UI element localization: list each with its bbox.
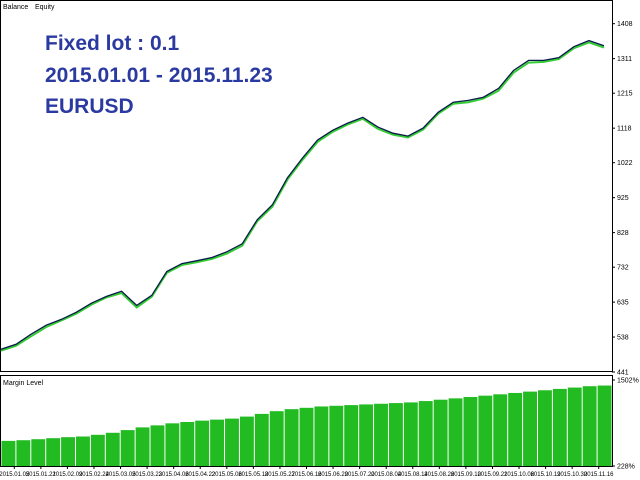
bar — [16, 440, 31, 466]
x-tick-label: 2015.05.27 — [265, 472, 296, 478]
x-tick-label: 2015.04.06 — [159, 472, 190, 478]
bar — [359, 404, 374, 466]
x-tick-label: 2015.08.14 — [398, 472, 429, 478]
bar — [314, 406, 329, 466]
bar — [254, 413, 269, 466]
bar — [135, 427, 150, 466]
x-tick-label: 2015.06.29 — [318, 472, 349, 478]
series-line — [0, 39, 605, 350]
y-tick-label: 538 — [617, 335, 629, 342]
y-tick-label: 732 — [617, 265, 629, 272]
bar — [76, 436, 90, 466]
bar — [61, 437, 76, 466]
x-tick-label: 2015.07.20 — [345, 472, 376, 478]
bar — [1, 440, 16, 466]
bar — [567, 387, 582, 466]
bar — [210, 419, 225, 466]
x-tick-label: 2015.06.16 — [291, 472, 322, 478]
annotation: EURUSD — [45, 95, 134, 118]
annotation: Fixed lot : 0.1 — [45, 32, 180, 55]
legend-equity: Equity — [35, 4, 55, 11]
bar — [374, 403, 388, 466]
bar — [31, 439, 46, 466]
x-tick-label: 2015.10.06 — [504, 472, 535, 478]
bar — [239, 416, 254, 466]
series-line — [0, 41, 605, 352]
bar — [46, 438, 61, 466]
bar — [433, 399, 448, 466]
y-tick-label: 1311 — [617, 56, 632, 63]
bar — [225, 418, 239, 466]
bar — [329, 405, 344, 466]
bar — [552, 388, 567, 466]
bar — [478, 395, 493, 466]
bar — [597, 385, 612, 466]
x-tick-label: 2015.11.16 — [584, 472, 614, 478]
bar — [90, 434, 105, 466]
bar — [508, 392, 523, 466]
y-tick-label: 828 — [617, 230, 629, 237]
x-tick-label: 2015.02.24 — [79, 472, 110, 478]
bar — [388, 403, 403, 466]
x-tick-label: 2015.09.10 — [451, 472, 482, 478]
x-tick-label: 2015.04.22 — [185, 472, 216, 478]
y-tick-label: 441 — [617, 370, 629, 377]
y-tick-label: 635 — [617, 300, 629, 307]
bar — [403, 402, 418, 466]
x-tick-label: 2015.10.19 — [531, 472, 562, 478]
price-panel — [0, 0, 613, 372]
y-tick-label: 925 — [617, 195, 629, 202]
x-tick-label: 2015.03.23 — [132, 472, 163, 478]
bar — [448, 398, 463, 466]
bar — [105, 432, 120, 466]
bar — [418, 401, 433, 466]
bar — [195, 420, 210, 466]
bar — [165, 423, 180, 466]
bar — [269, 411, 284, 466]
y-tick-label: 1408 — [617, 21, 633, 28]
y-tick-label: 1215 — [617, 91, 633, 98]
x-tick-label: 2015.02.09 — [52, 472, 83, 478]
x-tick-label: 2015.10.30 — [557, 472, 588, 478]
legend-balance: Balance — [3, 4, 28, 11]
bar — [463, 397, 478, 466]
y-tick-label: 228% — [617, 464, 635, 471]
bar — [299, 407, 314, 466]
x-tick-label: 2015.09.21 — [477, 472, 508, 478]
panel-title: Margin Level — [3, 380, 44, 387]
x-tick-label: 2015.03.05 — [106, 472, 137, 478]
bar — [582, 386, 597, 466]
bar — [344, 405, 359, 466]
bar — [284, 409, 299, 466]
bar — [120, 430, 135, 466]
bar — [537, 390, 552, 466]
bar — [493, 394, 508, 466]
x-tick-label: 2015.08.26 — [424, 472, 455, 478]
annotation: 2015.01.01 - 2015.11.23 — [45, 64, 273, 87]
bar — [523, 391, 537, 466]
x-tick-label: 2015.08.04 — [371, 472, 402, 478]
x-tick-label: 2015.01.05 — [0, 472, 30, 478]
x-tick-label: 2015.05.18 — [238, 472, 269, 478]
bar — [180, 421, 195, 466]
x-tick-label: 2015.01.21 — [26, 472, 57, 478]
y-tick-label: 1118 — [617, 126, 632, 133]
y-tick-label: 1022 — [617, 160, 633, 167]
bar — [150, 425, 165, 466]
x-tick-label: 2015.05.06 — [212, 472, 243, 478]
y-tick-label: 1502% — [617, 378, 639, 385]
